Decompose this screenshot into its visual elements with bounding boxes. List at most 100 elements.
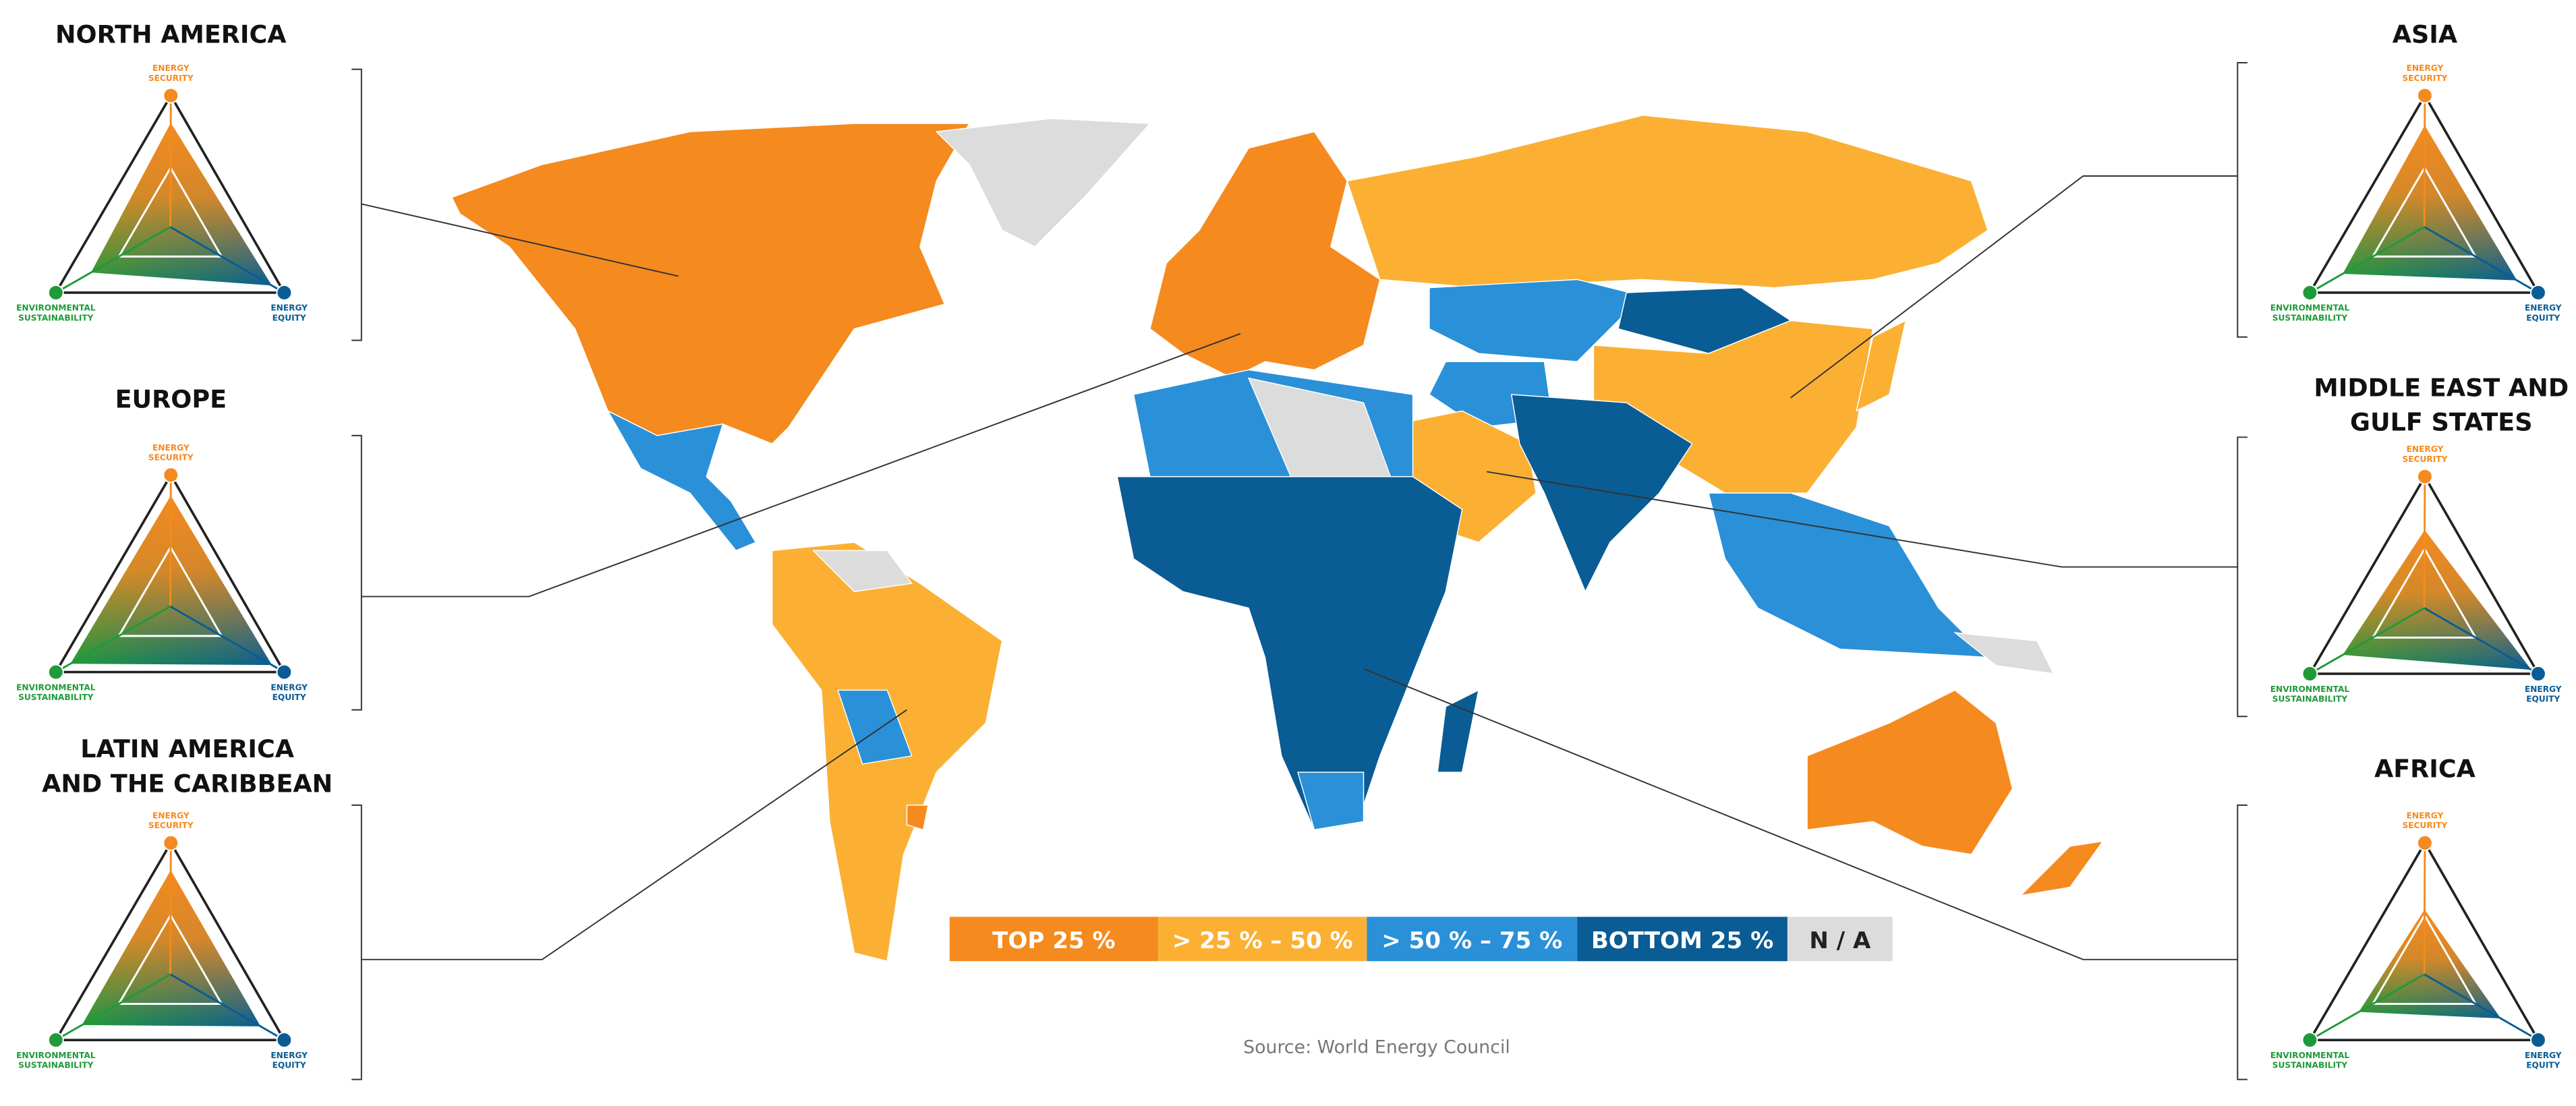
country-group: [1429, 279, 1644, 363]
dimension-label: ENVIRONMENTAL SUSTAINABILITY: [2270, 303, 2350, 323]
radar-frame: [2308, 93, 2541, 294]
connector: [361, 332, 1241, 598]
country-group: [837, 689, 913, 765]
country-group: [1856, 320, 1907, 412]
radar-axis: [169, 973, 285, 1041]
region-title: ASIA: [2393, 20, 2458, 49]
legend-label: TOP 25 %: [992, 927, 1116, 954]
radar-area-overlay: [2341, 529, 2533, 671]
dimension-label: ENERGY SECURITY: [148, 443, 194, 463]
radar-area-overlay: [90, 121, 273, 287]
bracket: [2237, 436, 2248, 718]
legend-label: BOTTOM 25 %: [1591, 927, 1773, 954]
dimension-label: ENERGY EQUITY: [270, 1051, 308, 1070]
dimension-icon: [2530, 666, 2546, 682]
dimension-label: ENERGY SECURITY: [148, 811, 194, 830]
radar-inner: [117, 165, 224, 258]
region-title: MIDDLE EAST AND: [2314, 373, 2569, 402]
radar-axis: [2424, 973, 2539, 1041]
dimension-label: ENVIRONMENTAL SUSTAINABILITY: [16, 1051, 96, 1070]
radar-frame: [2308, 840, 2541, 1041]
country-group: [1437, 689, 1480, 773]
radar-frame: [53, 472, 287, 674]
legend-swatch: [1577, 916, 1787, 962]
radar-frame: [2308, 474, 2541, 675]
legend-swatch: [949, 916, 1159, 962]
radar-outline: [89, 121, 274, 287]
radar-axis: [55, 605, 171, 673]
radar-axis: [55, 973, 171, 1041]
radar-axis: [169, 226, 285, 294]
radar-axis: [2423, 476, 2426, 608]
country-group: [451, 123, 971, 444]
connector: [1363, 668, 2238, 960]
dimension-icon: [2416, 834, 2433, 851]
radar-outline: [80, 868, 262, 1028]
dimension-icon: [2530, 285, 2546, 301]
country-group: [1510, 394, 1693, 593]
legend-label: > 25 % – 50 %: [1172, 927, 1353, 954]
dimension-label: ENERGY EQUITY: [2525, 685, 2562, 704]
radar-outline: [2341, 528, 2534, 672]
radar-area-overlay: [2341, 124, 2518, 281]
radar-inner: [2371, 913, 2478, 1006]
legend-swatch: [1367, 916, 1578, 962]
radar-outline: [68, 494, 274, 666]
region-title: AND THE CARIBBEAN: [42, 769, 333, 798]
dimension-icon: [276, 664, 293, 680]
dimension-icon: [2301, 666, 2318, 682]
dimension-label: ENERGY EQUITY: [2525, 1051, 2562, 1070]
legend-swatch: [1158, 916, 1367, 962]
dimension-label: ENVIRONMENTAL SUSTAINABILITY: [2270, 1051, 2350, 1070]
radar-axis: [2424, 607, 2539, 675]
dimension-icon: [163, 87, 179, 104]
country-group: [1149, 131, 1381, 379]
connector: [361, 709, 907, 960]
radar-axis: [169, 842, 172, 974]
radar-axis: [2423, 842, 2426, 974]
country-group: [1297, 772, 1365, 831]
radar-axis: [2423, 95, 2426, 227]
country-group: [2019, 840, 2105, 896]
dimension-icon: [2416, 87, 2433, 104]
dimension-icon: [163, 834, 179, 851]
dimension-label: ENVIRONMENTAL SUSTAINABILITY: [2270, 685, 2350, 704]
bracket: [351, 434, 362, 711]
legend-label: N / A: [1809, 927, 1871, 954]
dimension-icon: [2530, 1032, 2546, 1049]
dimension-label: ENERGY EQUITY: [270, 303, 308, 323]
radar-outline: [2357, 907, 2503, 1020]
radar-inner: [117, 913, 224, 1006]
dimension-label: ENVIRONMENTAL SUSTAINABILITY: [16, 682, 96, 702]
region-title: EUROPE: [115, 384, 227, 413]
radar-axis: [2309, 607, 2425, 675]
country-group: [1346, 115, 1988, 289]
radar-inner: [117, 545, 224, 637]
dimension-label: ENERGY SECURITY: [2403, 63, 2448, 83]
radar-axis: [169, 605, 285, 673]
connector: [1790, 175, 2238, 399]
radar-inner: [2371, 165, 2478, 258]
dimension-icon: [47, 285, 64, 301]
dimension-label: ENERGY SECURITY: [2403, 444, 2448, 464]
connector: [1487, 471, 2238, 568]
region-title: NORTH AMERICA: [55, 20, 287, 49]
dimension-icon: [47, 664, 64, 680]
dimension-icon: [2416, 468, 2433, 485]
radar-axis: [2309, 973, 2425, 1041]
country-group: [1116, 476, 1463, 831]
dimension-icon: [163, 467, 179, 484]
radar-axis: [55, 226, 171, 294]
region-title: GULF STATES: [2350, 408, 2533, 437]
country-group: [1953, 632, 2055, 674]
region-title: LATIN AMERICA: [80, 734, 295, 763]
country-group: [606, 409, 757, 552]
dimension-label: ENERGY SECURITY: [2403, 811, 2448, 830]
region-title: AFRICA: [2374, 754, 2476, 783]
radar-axis: [2309, 226, 2425, 294]
radar-axis: [169, 95, 172, 227]
bracket: [2237, 804, 2248, 1080]
radar-outline: [2341, 123, 2519, 282]
bracket: [351, 804, 362, 1080]
